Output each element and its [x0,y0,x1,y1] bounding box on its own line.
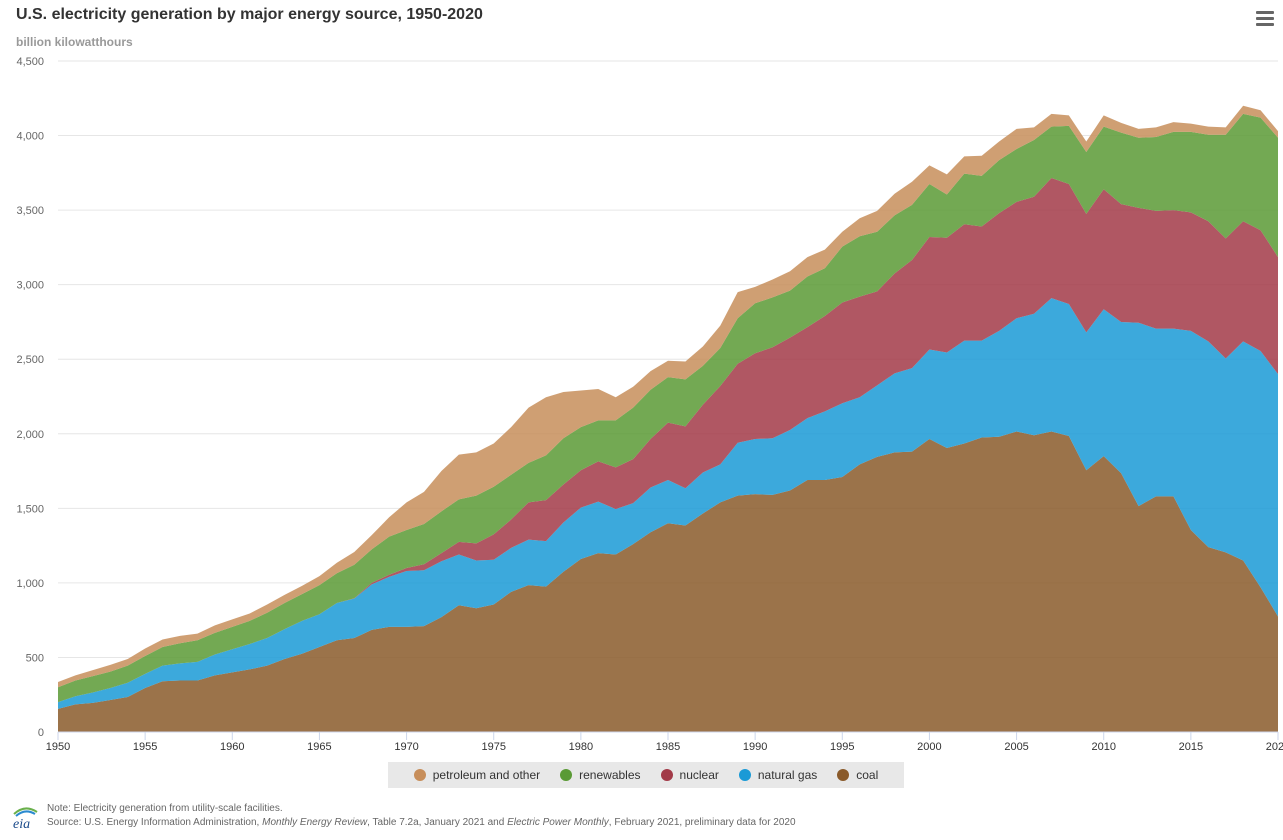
x-tick-label: 1960 [220,741,244,753]
legend-swatch [560,769,573,781]
y-tick-label: 3,000 [16,280,44,292]
y-tick-label: 0 [38,727,44,739]
menu-bar [1256,11,1274,14]
legend-item-natural-gas[interactable]: natural gas [738,768,818,782]
menu-bar [1256,17,1274,20]
x-tick-label: 1985 [656,741,680,753]
source-suffix: , February 2021, preliminary data for 20… [608,817,796,828]
stacked-area-chart: 1950 1955 1960 1965 1970 1975 1980 1985 1990 1995… [16,56,1283,753]
source-publication-2: Electric Power Monthly [507,817,609,828]
legend-swatch [660,769,673,781]
y-tick-label: 4,000 [16,131,44,143]
area-natural-gas[interactable] [58,298,1278,709]
y-tick-label: 1,000 [16,578,44,590]
x-tick-label: 2020 [1266,741,1283,753]
legend-label: renewables [579,768,641,782]
x-axis: 1950 1955 1960 1965 1970 1975 1980 1985 1990 1995… [46,731,1283,753]
y-tick-label: 2,500 [16,354,44,366]
area-renewables[interactable] [58,113,1278,703]
y-tick-label: 3,500 [16,205,44,217]
y-tick-label: 2,000 [16,429,44,441]
legend-label: coal [856,768,879,782]
area-nuclear[interactable] [58,178,1278,703]
source-middle: , Table 7.2a, January 2021 and [367,817,508,828]
x-tick-label: 1975 [481,741,505,753]
y-tick-label: 500 [26,652,44,664]
area-coal[interactable] [58,431,1278,732]
legend-label: natural gas [757,768,818,782]
menu-bar [1256,23,1274,26]
y-tick-label: 4,500 [16,56,44,68]
x-tick-label: 1950 [46,741,70,753]
hamburger-menu-icon[interactable] [1256,11,1274,26]
legend-swatch [837,769,850,781]
legend: petroleum and other renewables nuclear natu… [388,762,904,788]
footnote-source: Source: U.S. Energy Information Administ… [47,817,796,828]
y-axis: 0 500 1,000 1,500 2,000 2,500 3,000 3,500 4,000 4… [16,56,44,739]
x-tick-label: 1995 [830,741,854,753]
legend-swatch [413,769,426,781]
x-tick-label: 1955 [133,741,157,753]
area-series-group [58,105,1278,732]
x-tick-label: 2005 [1004,741,1028,753]
source-publication-1: Monthly Energy Review [262,817,368,828]
x-tick-label: 1980 [569,741,593,753]
x-tick-label: 2015 [1179,741,1203,753]
legend-swatch [738,769,751,781]
y-tick-label: 1,500 [16,503,44,515]
x-tick-label: 2000 [917,741,941,753]
x-tick-label: 2010 [1091,741,1115,753]
chart-subtitle: billion kilowatthours [16,35,133,49]
x-tick-label: 1965 [307,741,331,753]
legend-item-coal[interactable]: coal [837,768,878,782]
x-tick-label: 1970 [394,741,418,753]
source-prefix: Source: U.S. Energy Information Administ… [47,817,263,828]
footnote-note: Note: Electricity generation from utilit… [47,803,283,814]
legend-item-nuclear[interactable]: nuclear [660,768,719,782]
legend-item-petroleum-and-other[interactable]: petroleum and other [413,768,541,782]
legend-item-renewables[interactable]: renewables [560,768,641,782]
x-tick-label: 1990 [743,741,767,753]
legend-label: petroleum and other [432,768,541,782]
chart-title: U.S. electricity generation by major ene… [16,6,483,23]
legend-label: nuclear [679,768,719,782]
svg-text:eia: eia [13,817,30,832]
eia-logo: eia [13,807,38,832]
